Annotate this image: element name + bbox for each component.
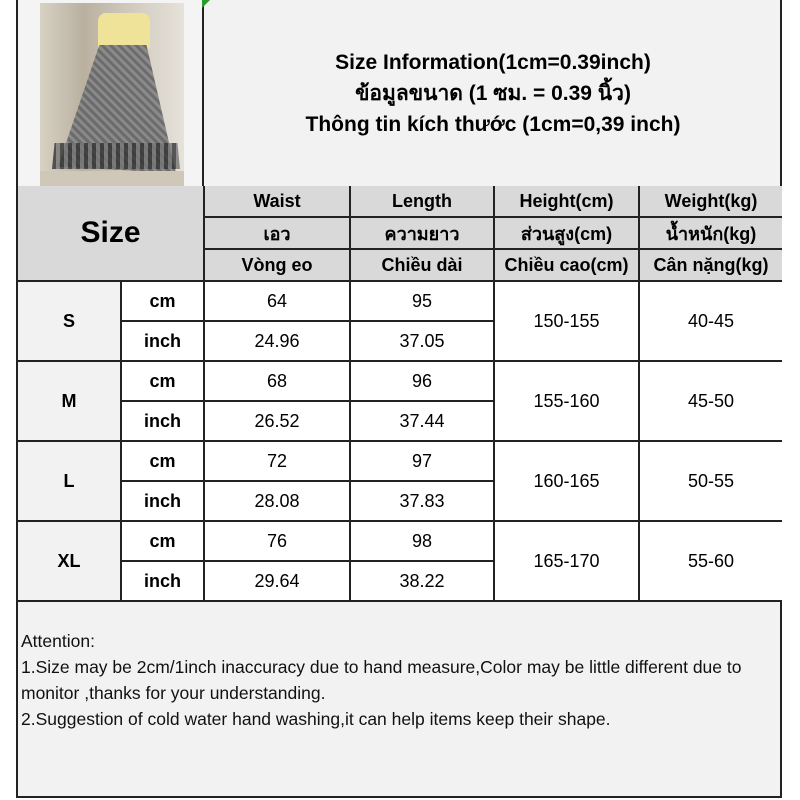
table-row: inch 28.08 37.83 <box>18 480 782 522</box>
weight-range: 40-45 <box>638 280 782 362</box>
unit-inch: inch <box>121 320 205 362</box>
header-waist-thai: เอว <box>204 216 351 250</box>
attention-note-1: 1.Size may be 2cm/1inch inaccuracy due t… <box>21 657 742 703</box>
waist-cm: 68 <box>203 360 351 402</box>
weight-range: 55-60 <box>638 520 782 602</box>
waist-cm: 64 <box>203 280 351 322</box>
length-inch: 37.83 <box>349 480 494 522</box>
size-chart: Size Information(1cm=0.39inch) ข้อมูลขนา… <box>16 0 782 798</box>
unit-inch: inch <box>121 480 205 522</box>
length-cm: 97 <box>349 440 495 482</box>
length-inch: 37.05 <box>349 320 494 362</box>
header-weight-thai: น้ำหนัก(kg) <box>638 216 782 250</box>
chart-header: Size Information(1cm=0.39inch) ข้อมูลขนา… <box>18 0 782 188</box>
cell-marker <box>202 0 210 8</box>
header-height-vietnamese: Chiều cao(cm) <box>493 248 640 282</box>
length-inch: 38.22 <box>349 560 494 602</box>
size-label: M <box>18 360 122 442</box>
title-thai: ข้อมูลขนาด (1 ซม. = 0.39 นิ้ว) <box>355 81 631 105</box>
header-length-vietnamese: Chiều dài <box>349 248 495 282</box>
header-waist-vietnamese: Vòng eo <box>204 248 351 282</box>
title-english: Size Information(1cm=0.39inch) <box>335 50 651 74</box>
size-header: Size <box>18 186 205 282</box>
title-vietnamese: Thông tin kích thước (1cm=0,39 inch) <box>305 112 681 136</box>
height-range: 150-155 <box>493 280 640 362</box>
header-height-thai: ส่วนสูง(cm) <box>493 216 640 250</box>
size-label: XL <box>18 520 122 602</box>
product-photo <box>40 3 184 187</box>
unit-cm: cm <box>120 520 205 562</box>
header-height: Height(cm) <box>493 186 640 218</box>
header-waist: Waist <box>203 186 351 218</box>
size-information-title: Size Information(1cm=0.39inch) ข้อมูลขนา… <box>204 0 782 186</box>
header-weight: Weight(kg) <box>638 186 782 218</box>
waist-inch: 29.64 <box>203 560 351 602</box>
length-cm: 96 <box>349 360 495 402</box>
size-table: Size Waist Length Height(cm) Weight(kg) … <box>18 186 782 602</box>
attention-notes: Attention: 1.Size may be 2cm/1inch inacc… <box>21 628 779 732</box>
length-cm: 98 <box>349 520 495 562</box>
length-cm: 95 <box>349 280 495 322</box>
unit-inch: inch <box>121 560 205 602</box>
unit-cm: cm <box>120 280 205 322</box>
waist-inch: 26.52 <box>203 400 351 442</box>
size-label: S <box>18 280 122 362</box>
waist-inch: 28.08 <box>203 480 351 522</box>
height-range: 155-160 <box>493 360 640 442</box>
waist-inch: 24.96 <box>203 320 351 362</box>
header-length: Length <box>349 186 495 218</box>
height-range: 165-170 <box>493 520 640 602</box>
weight-range: 45-50 <box>638 360 782 442</box>
unit-inch: inch <box>121 400 205 442</box>
table-row: inch 24.96 37.05 <box>18 320 782 362</box>
length-inch: 37.44 <box>349 400 494 442</box>
header-length-thai: ความยาว <box>349 216 495 250</box>
header-weight-vietnamese: Cân nặng(kg) <box>638 248 782 282</box>
attention-heading: Attention: <box>21 631 95 651</box>
table-row: inch 26.52 37.44 <box>18 400 782 442</box>
unit-cm: cm <box>120 360 205 402</box>
table-row: inch 29.64 38.22 <box>18 560 782 602</box>
waist-cm: 76 <box>203 520 351 562</box>
height-range: 160-165 <box>493 440 640 522</box>
unit-cm: cm <box>120 440 205 482</box>
table-row: XL cm 76 98 165-170 55-60 <box>18 520 782 602</box>
product-photo-cell <box>18 0 204 187</box>
size-label: L <box>18 440 122 522</box>
waist-cm: 72 <box>203 440 351 482</box>
weight-range: 50-55 <box>638 440 782 522</box>
attention-note-2: 2.Suggestion of cold water hand washing,… <box>21 709 611 729</box>
